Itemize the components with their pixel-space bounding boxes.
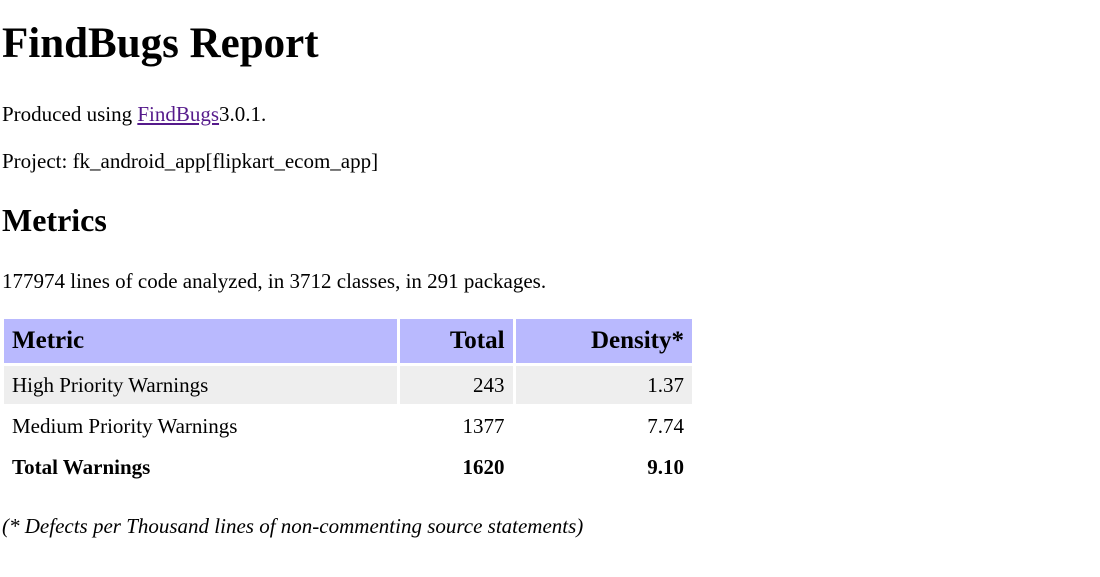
findbugs-link[interactable]: FindBugs <box>137 102 220 126</box>
total-cell: 1620 <box>462 454 505 479</box>
table-row: Medium Priority Warnings 1377 7.74 <box>4 407 692 445</box>
produced-suffix: . <box>261 102 267 126</box>
column-header-density: Density* <box>515 319 692 363</box>
table-header-row: Metric Total Density* <box>4 319 692 363</box>
produced-by-line: Produced using FindBugs3.0.1. <box>2 102 266 126</box>
total-cell: 1377 <box>462 413 505 438</box>
page-title: FindBugs Report <box>2 20 319 67</box>
produced-prefix: Produced using <box>2 102 138 126</box>
metrics-heading: Metrics <box>2 202 107 238</box>
table-row-total: Total Warnings 1620 9.10 <box>4 448 692 486</box>
metrics-table: Metric Total Density* High Priority Warn… <box>1 316 695 489</box>
metric-name-cell: High Priority Warnings <box>4 366 397 404</box>
density-cell: 7.74 <box>647 413 684 438</box>
metrics-summary: 177974 lines of code analyzed, in 3712 c… <box>2 269 547 293</box>
column-header-total: Total <box>399 319 513 363</box>
produced-version: 3.0.1 <box>219 102 262 126</box>
total-cell: 243 <box>399 366 513 404</box>
density-footnote: (* Defects per Thousand lines of non-com… <box>2 514 584 538</box>
metric-name-cell: Medium Priority Warnings <box>12 413 238 438</box>
project-line: Project: fk_android_app[flipkart_ecom_ap… <box>2 149 379 173</box>
density-cell: 9.10 <box>647 454 684 479</box>
table-row: High Priority Warnings 243 1.37 <box>4 366 692 404</box>
column-header-metric: Metric <box>4 319 397 363</box>
density-cell: 1.37 <box>515 366 692 404</box>
metric-name-cell: Total Warnings <box>12 454 151 479</box>
